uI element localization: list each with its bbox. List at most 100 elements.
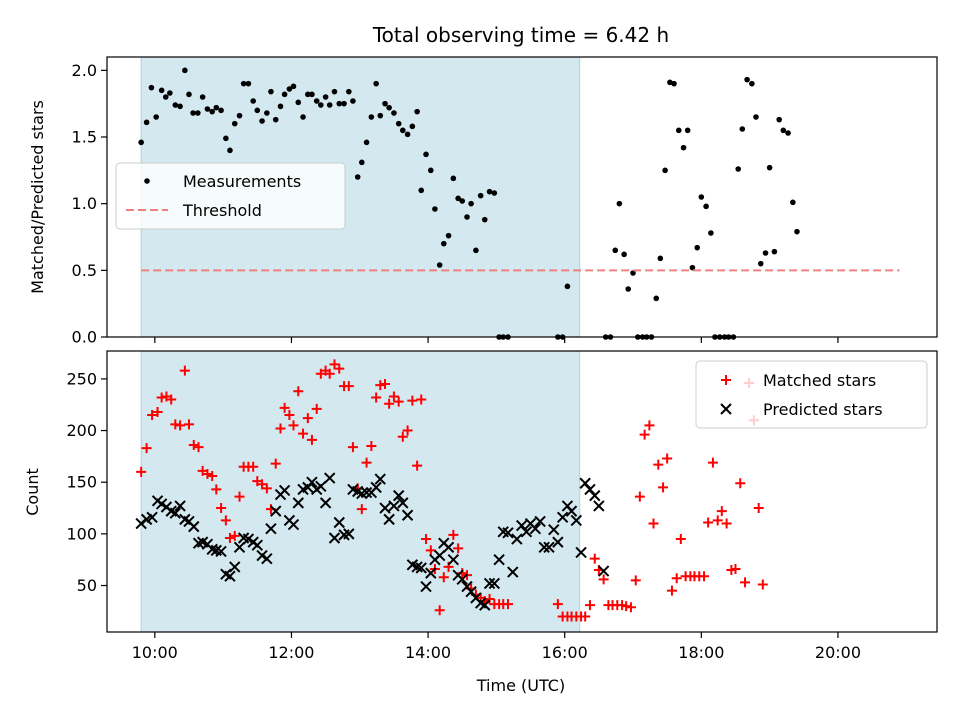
- matched-star-point: [311, 403, 322, 414]
- predicted-star-point: [534, 515, 546, 528]
- matched-star-point: [147, 410, 158, 421]
- matched-star-point: [234, 491, 245, 502]
- predicted-star-point: [315, 480, 327, 493]
- x-tick-label: 12:00: [268, 643, 314, 662]
- predicted-star-point: [287, 518, 300, 531]
- matched-star-point: [288, 420, 299, 431]
- matched-star-point: [188, 440, 199, 451]
- matched-star-point: [644, 420, 655, 431]
- measurement-point: [172, 102, 179, 108]
- measurement-point: [771, 248, 778, 255]
- matched-star-point: [306, 434, 317, 445]
- measurement-point: [399, 127, 406, 134]
- x-axis-label: Time (UTC): [476, 676, 565, 695]
- matched-star-point: [453, 543, 464, 554]
- predicted-star-point: [556, 511, 569, 524]
- matched-star-point: [648, 518, 659, 529]
- measurement-point: [486, 188, 493, 195]
- ratio-panel: 0.0 0.5 1.0 1.5 2.0 Measurements Threshold: [72, 56, 938, 347]
- legend-label: Measurements: [183, 172, 301, 191]
- measurement-point: [785, 130, 791, 136]
- predicted-star-point: [493, 553, 505, 566]
- matched-star-point: [634, 491, 645, 502]
- matched-star-point: [261, 483, 272, 494]
- measurement-point: [281, 91, 288, 98]
- predicted-star-point: [379, 502, 391, 514]
- matched-star-point: [402, 425, 413, 436]
- matched-star-point: [298, 428, 309, 439]
- predicted-star-point: [343, 528, 355, 540]
- predicted-star-point: [215, 545, 227, 558]
- predicted-star-point: [515, 519, 528, 532]
- matched-star-point: [179, 365, 190, 376]
- y-tick-label: 150: [66, 473, 97, 492]
- matched-star-point: [175, 420, 186, 431]
- predicted-star-point: [415, 562, 427, 574]
- count-panel: 50 100 150 200 250 10:00 12:00 14:00 16:00 18:00 2…: [66, 350, 938, 662]
- matched-star-point: [170, 419, 181, 430]
- y-tick-label: 50: [77, 576, 97, 595]
- measurement-point: [630, 270, 636, 276]
- measurement-point: [346, 88, 352, 95]
- predicted-star-point: [401, 509, 414, 521]
- measurement-point: [167, 90, 173, 96]
- matched-star-point: [662, 453, 673, 464]
- matched-star-point: [658, 482, 669, 493]
- measurement-point: [616, 200, 623, 207]
- measurement-point: [309, 91, 315, 98]
- predicted-star-point: [442, 541, 455, 553]
- measurement-point: [204, 106, 211, 112]
- measurement-point: [671, 80, 677, 87]
- y-tick-label: 250: [66, 369, 97, 388]
- matched-star-point: [421, 534, 432, 545]
- measurement-point: [450, 175, 457, 182]
- measurement-point: [477, 192, 484, 199]
- matched-star-point: [207, 471, 218, 482]
- matched-star-point: [229, 530, 240, 541]
- legend-x-marker: [720, 403, 732, 415]
- predicted-star-point: [146, 511, 158, 524]
- predicted-star-point: [465, 586, 477, 598]
- measurement-point: [625, 286, 632, 292]
- measurement-point: [428, 167, 434, 174]
- measurement-point: [436, 262, 443, 268]
- measurement-point: [653, 295, 660, 302]
- matched-star-point: [136, 466, 147, 477]
- y-tick-label: 100: [66, 524, 97, 543]
- matched-star-point: [502, 599, 513, 610]
- matched-star-point: [384, 398, 395, 409]
- predicted-star-point: [447, 553, 460, 566]
- measurement-point: [621, 251, 627, 258]
- measurement-point: [703, 203, 709, 210]
- matched-star-point: [211, 484, 222, 495]
- predicted-star-point: [552, 536, 564, 548]
- measurement-point: [455, 195, 461, 202]
- measurement-point: [459, 198, 466, 204]
- measurement-point: [481, 216, 488, 223]
- predicted-star-point: [502, 527, 514, 539]
- measurement-point: [680, 144, 687, 151]
- measurement-point: [190, 110, 196, 116]
- predicted-star-point: [265, 522, 277, 535]
- matched-star-point: [166, 394, 177, 405]
- matched-star-point: [407, 395, 418, 406]
- measurement-point: [326, 102, 333, 108]
- measurement-point: [158, 87, 165, 94]
- x-tick-label: 18:00: [678, 643, 724, 662]
- measurement-point: [708, 230, 714, 236]
- predicted-star-point: [319, 497, 332, 509]
- matched-star-point: [589, 553, 600, 564]
- measurement-point: [377, 112, 384, 119]
- matched-star-point: [141, 443, 152, 454]
- predicted-star-point: [261, 552, 273, 565]
- matched-star-point: [434, 605, 445, 616]
- predicted-star-point: [483, 577, 496, 590]
- y-tick-label: 1.5: [72, 128, 97, 147]
- matched-star-point: [630, 575, 641, 586]
- matched-star-point: [666, 585, 677, 596]
- matched-star-point: [152, 406, 163, 417]
- measurement-point: [286, 86, 293, 92]
- measurement-point: [259, 118, 265, 124]
- measurement-point: [341, 100, 347, 107]
- predicted-star-point: [511, 533, 523, 545]
